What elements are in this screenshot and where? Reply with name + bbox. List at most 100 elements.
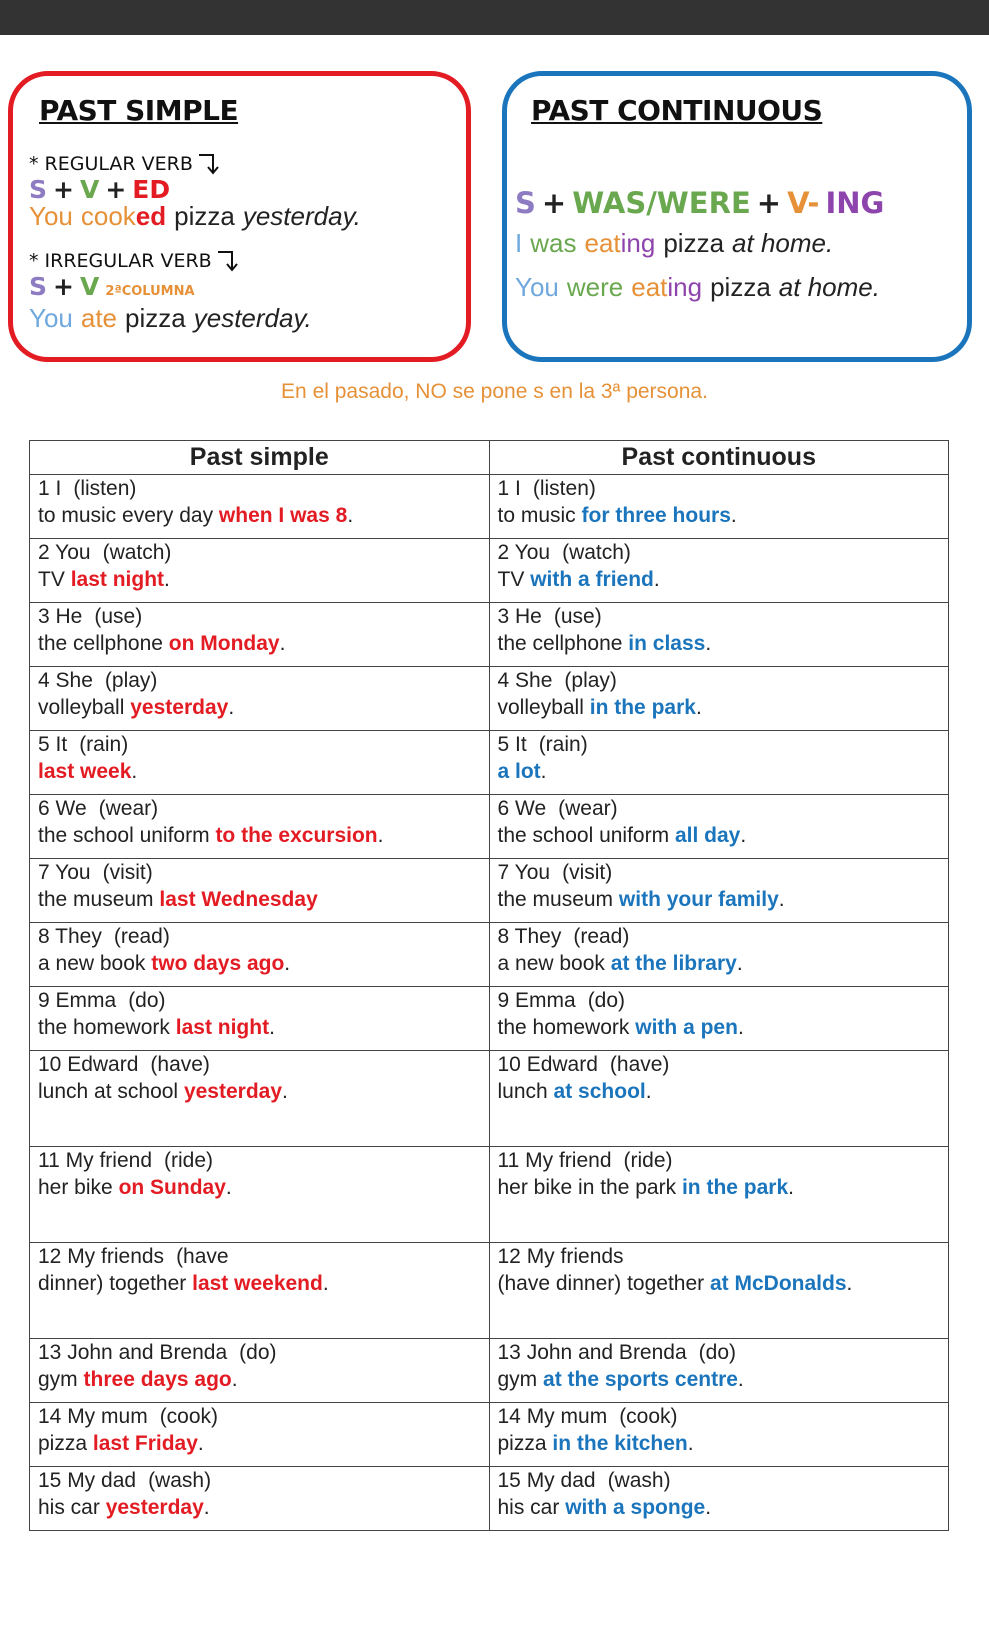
cell-line: his car with a sponge. bbox=[498, 1493, 941, 1523]
table-cell: 9 Emma (do) the homework with a pen. bbox=[488, 986, 949, 1051]
time-phrase: for three hours bbox=[581, 504, 731, 527]
punctuation: . bbox=[737, 1016, 744, 1039]
sentence-text: a new book bbox=[497, 952, 605, 975]
subject: 13 John and Brenda bbox=[497, 1341, 687, 1364]
verb-hint: (have) bbox=[150, 1053, 210, 1076]
cell-line: her bike on Sunday. bbox=[38, 1173, 481, 1203]
subject: 5 It bbox=[38, 733, 68, 756]
sentence-text: (have dinner) together bbox=[497, 1272, 705, 1295]
subject: 2 You bbox=[497, 541, 551, 564]
verb-hint: (watch) bbox=[562, 541, 631, 564]
table-row: 12 My friends (have dinner) together last … bbox=[29, 1242, 949, 1339]
punctuation: . bbox=[788, 1176, 794, 1199]
verb-hint: (do) bbox=[698, 1341, 737, 1364]
punctuation: . bbox=[705, 1496, 712, 1519]
time-phrase: yesterday bbox=[183, 1080, 283, 1103]
text-segment: WAS/WERE bbox=[572, 186, 751, 220]
subject: 10 Edward bbox=[38, 1053, 139, 1076]
cell-line: 1 I (listen) bbox=[498, 477, 941, 501]
column-header: Past simple bbox=[29, 440, 490, 475]
table-cell: 6 We (wear) the school uniform to the excu… bbox=[29, 794, 490, 859]
arrow-icon bbox=[198, 154, 219, 175]
sentence-text: TV bbox=[497, 568, 525, 591]
verb-hint: (use) bbox=[94, 605, 143, 628]
time-phrase: on Monday bbox=[168, 632, 280, 655]
text-segment: pizza bbox=[710, 272, 771, 302]
sentence-text: volleyball bbox=[38, 696, 125, 719]
punctuation: . bbox=[740, 824, 747, 847]
verb-hint: (wear) bbox=[558, 797, 618, 820]
subject: 11 My friend bbox=[38, 1149, 152, 1172]
cell-line: pizza last Friday. bbox=[38, 1429, 481, 1459]
table-cell: 12 My friends (have dinner) together last … bbox=[29, 1242, 490, 1339]
table-row: 8 They (read) a new book two days ago. 8 Th… bbox=[29, 922, 949, 987]
table-cell: 11 My friend (ride) her bike on Sunday. bbox=[29, 1146, 490, 1243]
irregular-example: You ate pizza yesterday. bbox=[29, 303, 312, 334]
verb-hint: (watch) bbox=[102, 541, 172, 564]
continuous-formula: S + WAS/WERE + V- ING bbox=[515, 186, 890, 220]
time-phrase: a lot bbox=[497, 760, 541, 783]
sentence-text: pizza bbox=[497, 1432, 547, 1455]
time-phrase: last Friday bbox=[92, 1432, 198, 1455]
time-phrase: yesterday bbox=[105, 1496, 204, 1519]
punctuation: . bbox=[377, 824, 384, 847]
text-segment: S bbox=[29, 175, 48, 204]
punctuation: . bbox=[653, 568, 660, 591]
time-phrase: in the park bbox=[681, 1176, 789, 1199]
time-phrase: with a pen bbox=[635, 1016, 738, 1039]
punctuation: . bbox=[197, 1432, 204, 1455]
sentence-text: the homework bbox=[38, 1016, 170, 1039]
table-cell: 13 John and Brenda (do) gym at the sports … bbox=[488, 1338, 949, 1403]
cell-line: to music for three hours. bbox=[498, 501, 941, 531]
cell-line: 12 My friends bbox=[498, 1245, 941, 1269]
verb-hint: (visit) bbox=[562, 861, 613, 884]
table-row: 6 We (wear) the school uniform to the excu… bbox=[29, 794, 949, 859]
sentence-text: her bike in the park bbox=[497, 1176, 677, 1199]
table-cell: 12 My friends (have dinner) together at M… bbox=[488, 1242, 949, 1339]
verb-hint: (do) bbox=[239, 1341, 277, 1364]
text-segment: You bbox=[29, 201, 73, 231]
table-cell: 1 I (listen) to music every day when I was… bbox=[29, 474, 490, 539]
punctuation: . bbox=[778, 888, 785, 911]
table-cell: 15 My dad (wash) his car yesterday. bbox=[29, 1466, 490, 1531]
punctuation: . bbox=[737, 1368, 744, 1391]
cell-line: 15 My dad (wash) bbox=[38, 1469, 481, 1493]
table-row: 10 Edward (have) lunch at school yesterday… bbox=[29, 1050, 949, 1147]
verb-hint: (rain) bbox=[79, 733, 129, 756]
verb-hint: (do) bbox=[128, 989, 166, 1012]
text-segment: + bbox=[541, 186, 567, 220]
text-segment: ED bbox=[132, 175, 171, 204]
cell-line: the school uniform all day. bbox=[498, 821, 941, 851]
cell-line: 8 They (read) bbox=[38, 925, 481, 949]
box-title: PAST SIMPLE bbox=[39, 94, 239, 127]
table-cell: 3 He (use) the cellphone on Monday. bbox=[29, 602, 490, 667]
text-segment: yesterday. bbox=[193, 303, 312, 333]
time-phrase: last night bbox=[70, 568, 165, 591]
subject: 8 They bbox=[497, 925, 562, 948]
verb-hint: (listen) bbox=[532, 477, 596, 500]
cell-line: 3 He (use) bbox=[38, 605, 481, 629]
regular-example: You cooked pizza yesterday. bbox=[29, 201, 361, 232]
table-cell: 6 We (wear) the school uniform all day. bbox=[488, 794, 949, 859]
sentence-text: lunch bbox=[497, 1080, 548, 1103]
cell-line: the museum with your family. bbox=[498, 885, 941, 915]
verb-hint: (wash) bbox=[607, 1469, 671, 1492]
subject: 15 My dad bbox=[38, 1469, 137, 1492]
cell-line: pizza in the kitchen. bbox=[498, 1429, 941, 1459]
text-segment: ING bbox=[825, 186, 885, 220]
cell-line: lunch at school. bbox=[498, 1077, 941, 1107]
time-phrase: in the park bbox=[589, 696, 696, 719]
table-row: 1 I (listen) to music every day when I was… bbox=[29, 474, 949, 539]
past-simple-box: PAST SIMPLE * REGULAR VERB S + V + ED You coo… bbox=[8, 71, 471, 362]
irregular-formula: S + V 2ªCOLUMNA bbox=[29, 272, 201, 301]
verb-hint: (visit) bbox=[102, 861, 153, 884]
time-phrase: with a friend bbox=[530, 568, 654, 591]
sentence-text: the school uniform bbox=[497, 824, 670, 847]
time-phrase: on Sunday bbox=[118, 1176, 226, 1199]
text-segment: ing bbox=[620, 228, 656, 258]
time-phrase: with a sponge bbox=[565, 1496, 706, 1519]
punctuation: . bbox=[695, 696, 702, 719]
regular-formula: S + V + ED bbox=[29, 175, 176, 204]
time-phrase: at the library bbox=[610, 952, 737, 975]
